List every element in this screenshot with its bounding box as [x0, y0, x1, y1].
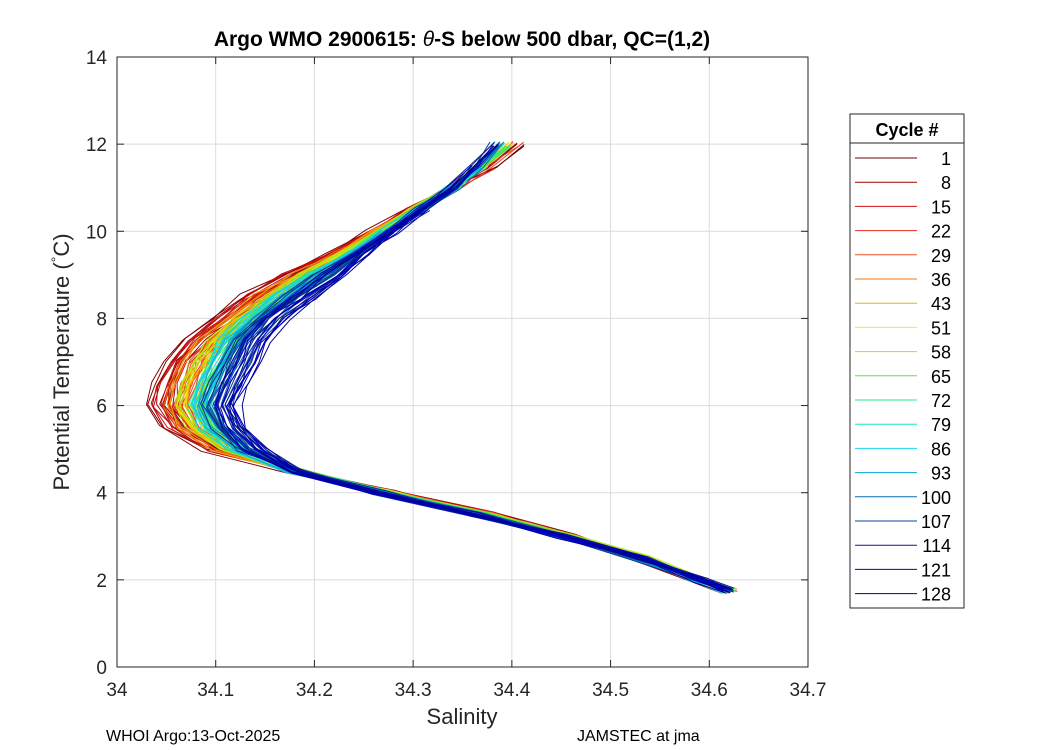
footer-left: WHOI Argo:13-Oct-2025	[106, 728, 280, 745]
legend-label: 43	[931, 294, 951, 314]
profile-line-cycle-126	[214, 188, 727, 594]
axis-ticks: 34 34.1 34.2 34.3 34.4 34.5 34.6 34.7 0 2 4 6 8 10 12 1…	[86, 48, 827, 701]
footer-right: JAMSTEC at jma	[577, 728, 700, 745]
legend: Cycle # 1 8 15 22 29 36 43 51 58 65 72 79 86 93 100 107…	[849, 113, 965, 609]
x-tick-label: 34	[106, 680, 128, 701]
y-tick-label: 8	[96, 309, 107, 330]
y-tick-label: 14	[86, 48, 108, 69]
legend-label: 114	[922, 536, 951, 556]
legend-entries: 1 8 15 22 29 36 43 51 58 65 72 79 86 93 100 107 114 121 12…	[855, 149, 951, 605]
legend-label: 86	[931, 439, 951, 459]
legend-title: Cycle #	[875, 120, 938, 140]
y-tick-label: 10	[86, 222, 107, 243]
x-tick-label: 34.2	[296, 680, 333, 701]
legend-label: 22	[931, 222, 951, 242]
legend-label: 58	[931, 343, 951, 363]
legend-label: 121	[921, 560, 951, 580]
legend-label: 93	[931, 464, 951, 484]
series-group	[146, 141, 738, 594]
legend-label: 100	[921, 488, 951, 508]
x-tick-label: 34.3	[395, 680, 432, 701]
legend-label: 79	[931, 415, 951, 435]
x-tick-label: 34.5	[592, 680, 629, 701]
legend-label: 51	[931, 318, 951, 338]
x-axis-label: Salinity	[427, 704, 498, 729]
legend-label: 29	[931, 246, 951, 266]
y-tick-label: 12	[86, 135, 107, 156]
chart-title: Argo WMO 2900615: θ-S below 500 dbar, QC…	[214, 28, 710, 51]
profile-line-cycle-128	[241, 143, 733, 590]
x-tick-label: 34.7	[790, 680, 827, 701]
legend-label: 72	[931, 391, 951, 411]
x-tick-label: 34.1	[197, 680, 234, 701]
plot-frame	[116, 56, 809, 668]
profile-line-cycle-127	[229, 145, 728, 593]
x-tick-label: 34.6	[691, 680, 728, 701]
legend-box	[849, 113, 965, 609]
y-tick-label: 6	[96, 397, 107, 418]
legend-label: 107	[921, 512, 951, 532]
y-tick-label: 0	[96, 658, 107, 679]
legend-label: 15	[931, 197, 951, 217]
profile-line-cycle-122	[232, 167, 730, 594]
y-tick-label: 4	[96, 484, 107, 505]
y-tick-label: 2	[96, 571, 107, 592]
legend-label: 128	[921, 585, 951, 605]
x-tick-label: 34.4	[493, 680, 530, 701]
legend-label: 1	[941, 149, 951, 169]
legend-label: 65	[931, 367, 951, 387]
legend-label: 36	[931, 270, 951, 290]
legend-label: 8	[941, 173, 951, 193]
y-axis-label: Potential Temperature (°C)	[48, 233, 74, 490]
